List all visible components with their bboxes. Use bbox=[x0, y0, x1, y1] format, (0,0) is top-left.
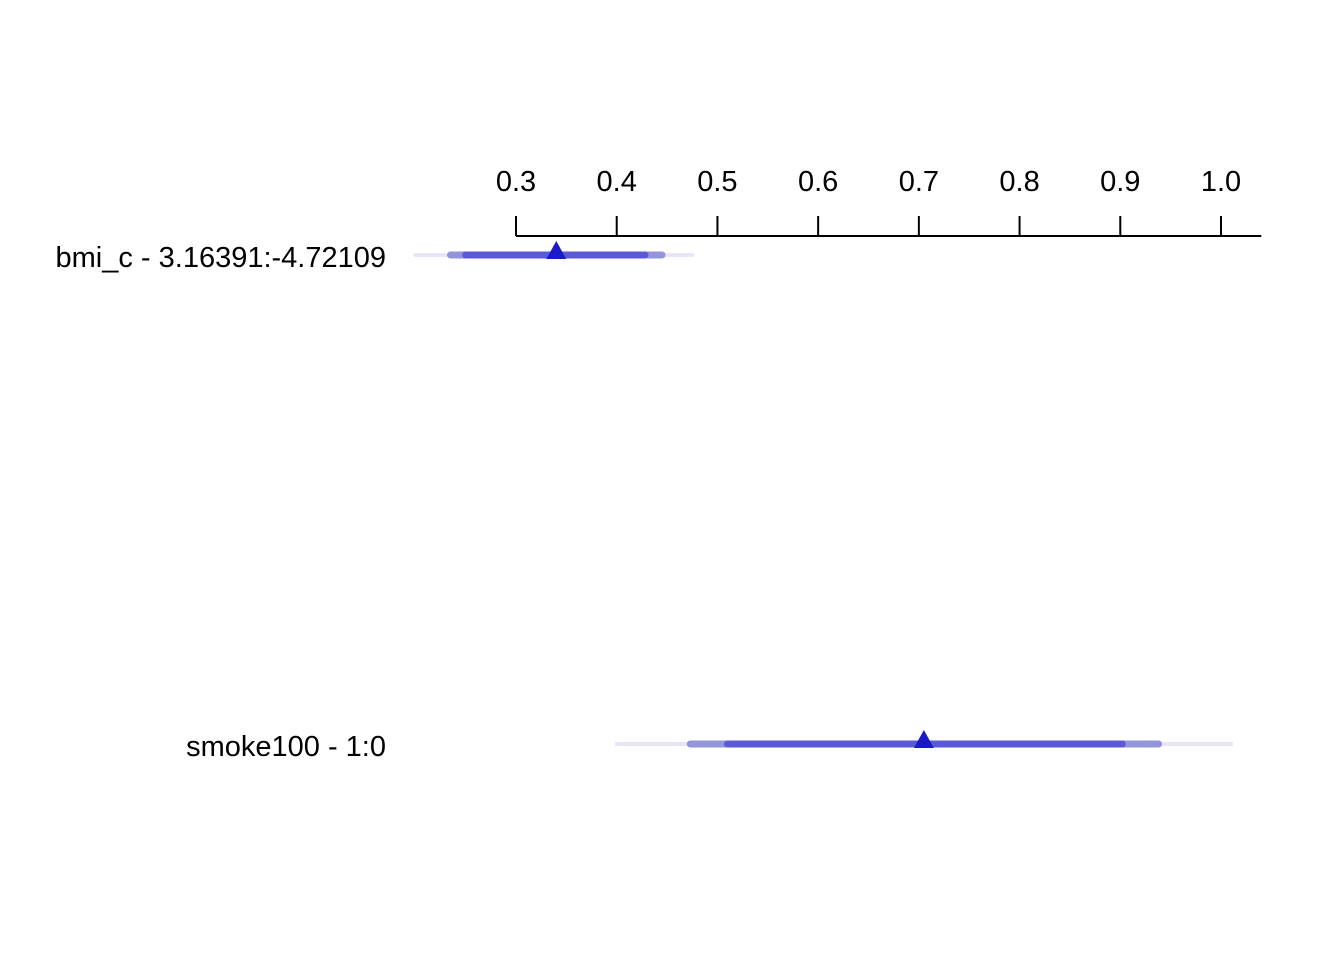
row-label: smoke100 - 1:0 bbox=[186, 731, 386, 763]
x-tick-label: 1.0 bbox=[1201, 166, 1241, 198]
x-axis: 0.3 0.4 0.5 0.6 0.7 0.8 0.9 1.0 bbox=[496, 166, 1262, 237]
estimate-marker bbox=[546, 241, 567, 259]
x-tick-label: 0.7 bbox=[899, 166, 939, 198]
x-tick-label: 0.3 bbox=[496, 166, 536, 198]
x-tick-label: 0.4 bbox=[597, 166, 637, 198]
x-tick-label: 0.5 bbox=[697, 166, 737, 198]
interval-row: smoke100 - 1:0 bbox=[186, 730, 1234, 763]
estimate-marker bbox=[913, 730, 934, 748]
interval-rows: bmi_c - 3.16391:-4.72109 smoke100 - 1:0 bbox=[56, 241, 1234, 763]
interval-row: bmi_c - 3.16391:-4.72109 bbox=[56, 241, 695, 274]
x-tick-label: 0.9 bbox=[1100, 166, 1140, 198]
row-label: bmi_c - 3.16391:-4.72109 bbox=[56, 242, 387, 274]
x-tick-label: 0.8 bbox=[999, 166, 1039, 198]
x-tick-label: 0.6 bbox=[798, 166, 838, 198]
